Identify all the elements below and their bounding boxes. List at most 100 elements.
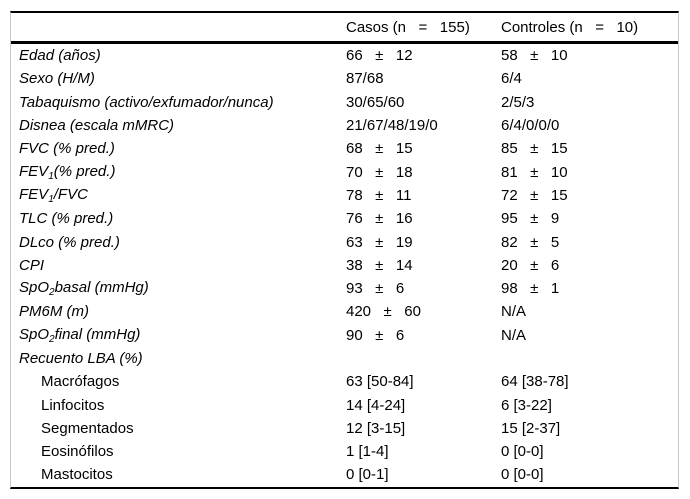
controles-value: 81 ± 10 bbox=[501, 163, 568, 181]
controles-value: 2/5/3 bbox=[501, 93, 535, 111]
row-label: CPI bbox=[11, 257, 346, 274]
table-row: Macrófagos 63 [50-84] 64 [38-78] bbox=[11, 370, 678, 393]
label-text: Tabaquismo (activo/exfumador/nunca) bbox=[19, 93, 274, 111]
row-label: DLco (% pred.) bbox=[11, 234, 346, 251]
subscript-text: 1 bbox=[48, 193, 54, 205]
controles-value: 6 [3-22] bbox=[501, 396, 552, 414]
casos-value: 1 [1-4] bbox=[346, 443, 389, 461]
label-text: FEV bbox=[19, 162, 49, 180]
row-label: SpO2final (mmHg) bbox=[11, 326, 346, 345]
subscript-text: 2 bbox=[49, 333, 55, 345]
header-casos-column: Casos (n = 155) bbox=[346, 18, 470, 36]
casos-value: 21/67/48/19/0 bbox=[346, 117, 438, 135]
casos-value: 420 ± 60 bbox=[346, 303, 421, 321]
controles-value: 64 [38-78] bbox=[501, 373, 569, 391]
controles-value: 72 ± 15 bbox=[501, 186, 568, 204]
label-text: basal (mmHg) bbox=[54, 279, 149, 297]
controles-value: 0 [0-0] bbox=[501, 443, 544, 461]
row-label: Macrófagos bbox=[11, 373, 346, 390]
casos-value: 93 ± 6 bbox=[346, 280, 405, 298]
controles-value: 95 ± 9 bbox=[501, 210, 560, 228]
table-row: SpO2basal (mmHg) 93 ± 6 98 ± 1 bbox=[11, 277, 678, 300]
controles-value: N/A bbox=[501, 326, 527, 344]
casos-value: 66 ± 12 bbox=[346, 47, 413, 65]
row-label: SpO2basal (mmHg) bbox=[11, 279, 346, 298]
clinical-characteristics-table: Casos (n = 155) Controles (n = 10) Edad … bbox=[10, 11, 679, 489]
table-header-row: Casos (n = 155) Controles (n = 10) bbox=[11, 13, 678, 44]
row-label: Mastocitos bbox=[11, 466, 346, 483]
label-text: FVC (% pred.) bbox=[19, 140, 115, 158]
controles-value: 6/4/0/0/0 bbox=[501, 117, 560, 135]
controles-value: N/A bbox=[501, 303, 527, 321]
label-text: Linfocitos bbox=[41, 396, 105, 414]
casos-value: 38 ± 14 bbox=[346, 256, 413, 274]
casos-value: 0 [0-1] bbox=[346, 466, 389, 484]
table-row: Linfocitos 14 [4-24] 6 [3-22] bbox=[11, 393, 678, 416]
table-row: Sexo (H/M) 87/68 6/4 bbox=[11, 67, 678, 90]
controles-value: 15 [2-37] bbox=[501, 419, 561, 437]
row-label: Edad (años) bbox=[11, 47, 346, 64]
label-text: Mastocitos bbox=[41, 466, 113, 484]
table-row: FEV1(% pred.) 70 ± 18 81 ± 10 bbox=[11, 160, 678, 183]
casos-value: 68 ± 15 bbox=[346, 140, 413, 158]
row-label: Eosinófilos bbox=[11, 443, 346, 460]
row-label: FVC (% pred.) bbox=[11, 140, 346, 157]
row-label: FEV1/FVC bbox=[11, 186, 346, 205]
row-label: PM6M (m) bbox=[11, 303, 346, 320]
table-row: DLco (% pred.) 63 ± 19 82 ± 5 bbox=[11, 230, 678, 253]
controles-value: 6/4 bbox=[501, 70, 522, 88]
controles-value: 0 [0-0] bbox=[501, 466, 544, 484]
table-row: PM6M (m) 420 ± 60 N/A bbox=[11, 300, 678, 323]
subscript-text: 2 bbox=[49, 287, 55, 299]
casos-value: 90 ± 6 bbox=[346, 326, 405, 344]
casos-value: 12 [3-15] bbox=[346, 419, 406, 437]
row-label: FEV1(% pred.) bbox=[11, 163, 346, 182]
label-text: Sexo (H/M) bbox=[19, 70, 95, 88]
table-row: FEV1/FVC 78 ± 11 72 ± 15 bbox=[11, 184, 678, 207]
row-label: Linfocitos bbox=[11, 397, 346, 414]
controles-value: 85 ± 15 bbox=[501, 140, 568, 158]
controles-value: 82 ± 5 bbox=[501, 233, 560, 251]
casos-value: 87/68 bbox=[346, 70, 384, 88]
label-text: final (mmHg) bbox=[54, 325, 141, 343]
label-text: TLC (% pred.) bbox=[19, 210, 114, 228]
label-text: (% pred.) bbox=[53, 162, 116, 180]
casos-value: 14 [4-24] bbox=[346, 396, 406, 414]
controles-value: 98 ± 1 bbox=[501, 280, 560, 298]
controles-value: 20 ± 6 bbox=[501, 256, 560, 274]
label-text: SpO bbox=[19, 279, 50, 297]
table-row: Disnea (escala mMRC) 21/67/48/19/0 6/4/0/0… bbox=[11, 114, 678, 137]
row-label: Sexo (H/M) bbox=[11, 70, 346, 87]
casos-value: 30/65/60 bbox=[346, 93, 405, 111]
table-row: Mastocitos 0 [0-1] 0 [0-0] bbox=[11, 463, 678, 486]
label-text: Eosinófilos bbox=[41, 443, 114, 461]
header-controles-column: Controles (n = 10) bbox=[501, 18, 639, 36]
label-text: Segmentados bbox=[41, 419, 134, 437]
table-row: Segmentados 12 [3-15] 15 [2-37] bbox=[11, 417, 678, 440]
row-label: Tabaquismo (activo/exfumador/nunca) bbox=[11, 94, 346, 111]
table-row: FVC (% pred.) 68 ± 15 85 ± 15 bbox=[11, 137, 678, 160]
row-label: Recuento LBA (%) bbox=[11, 350, 346, 367]
controles-value: 58 ± 10 bbox=[501, 47, 568, 65]
casos-value: 76 ± 16 bbox=[346, 210, 413, 228]
table-row: Recuento LBA (%) bbox=[11, 347, 678, 370]
label-text: PM6M (m) bbox=[19, 303, 89, 321]
label-text: FEV bbox=[19, 185, 49, 203]
table-row: Edad (años) 66 ± 12 58 ± 10 bbox=[11, 44, 678, 67]
subscript-text: 1 bbox=[48, 170, 54, 182]
label-text: CPI bbox=[19, 256, 45, 274]
label-text: Recuento LBA (%) bbox=[19, 350, 143, 367]
table-row: CPI 38 ± 14 20 ± 6 bbox=[11, 254, 678, 277]
label-text: SpO bbox=[19, 325, 50, 343]
row-label: TLC (% pred.) bbox=[11, 210, 346, 227]
label-text: DLco (% pred.) bbox=[19, 233, 120, 251]
casos-value: 78 ± 11 bbox=[346, 186, 412, 204]
label-text: Disnea (escala mMRC) bbox=[19, 117, 175, 135]
casos-value: 70 ± 18 bbox=[346, 163, 413, 181]
row-label: Disnea (escala mMRC) bbox=[11, 117, 346, 134]
row-label: Segmentados bbox=[11, 420, 346, 437]
table-row: TLC (% pred.) 76 ± 16 95 ± 9 bbox=[11, 207, 678, 230]
table-row: Eosinófilos 1 [1-4] 0 [0-0] bbox=[11, 440, 678, 463]
casos-value: 63 ± 19 bbox=[346, 233, 413, 251]
label-text: /FVC bbox=[53, 185, 88, 203]
